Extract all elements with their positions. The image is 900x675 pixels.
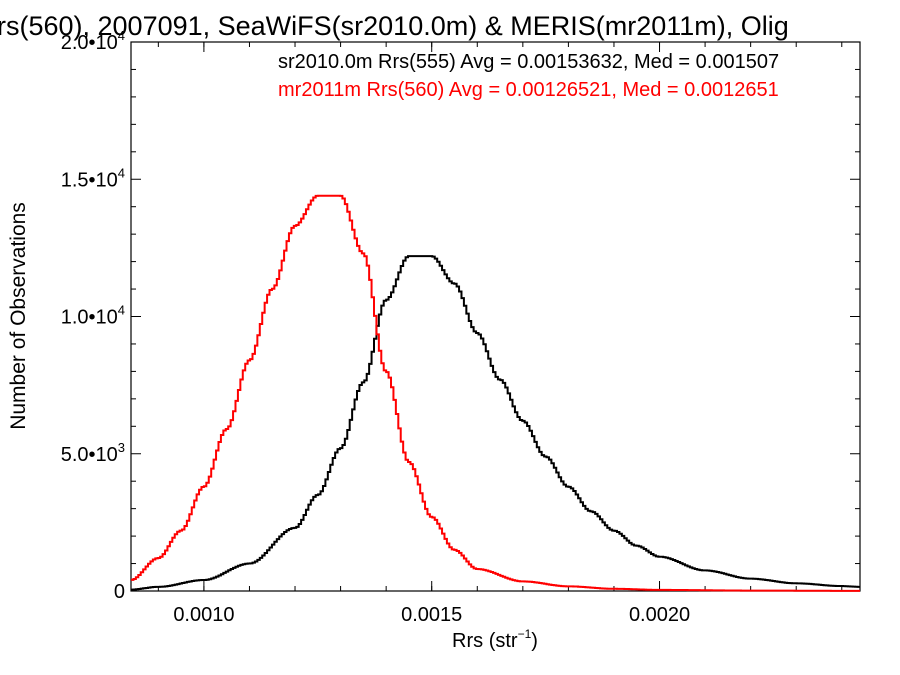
x-tick-label: 0.0015 [401,604,462,626]
x-axis-label-base: Rrs (str [452,630,518,652]
chart-title: rs(560), 2007091, SeaWiFS(sr2010.0m) & M… [0,11,789,41]
series-line-black [131,255,860,591]
y-tick-label: 1.5•104 [61,165,125,191]
x-tick-label: 0.0010 [173,604,234,626]
y-tick-label-base: 2.0•10 [61,32,118,54]
x-axis: 0.0010 0.0015 0.0020 [157,42,843,626]
y-tick-label: 5.0•103 [61,440,125,466]
y-tick-label-base: 0 [114,581,125,603]
y-tick-label-exponent: 4 [118,303,125,318]
legend: sr2010.0m Rrs(555) Avg = 0.00153632, Med… [278,51,779,101]
y-tick-label-exponent: 3 [118,440,125,455]
legend-entry-black: sr2010.0m Rrs(555) Avg = 0.00153632, Med… [278,51,779,73]
x-axis-label-close: ) [531,630,538,652]
y-tick-label: 0 [114,581,125,603]
x-tick-label: 0.0020 [629,604,690,626]
y-tick-label-exponent: 4 [118,28,125,43]
y-tick-label-base: 5.0•10 [61,444,118,466]
y-tick-label: 2.0•104 [61,28,125,54]
y-tick-label-base: 1.5•10 [61,169,118,191]
y-tick-label-base: 1.0•10 [61,307,118,329]
x-axis-label-exponent: −1 [518,627,532,641]
legend-entry-red: mr2011m Rrs(560) Avg = 0.00126521, Med =… [278,79,779,101]
y-tick-label: 1.0•104 [61,303,125,329]
plot-frame [130,41,861,592]
series-line-red [131,194,860,592]
y-axis-label: Number of Observations [7,202,30,430]
x-axis-label: Rrs (str−1) [452,627,538,652]
series-group [131,194,860,592]
y-tick-label-exponent: 4 [118,165,125,180]
